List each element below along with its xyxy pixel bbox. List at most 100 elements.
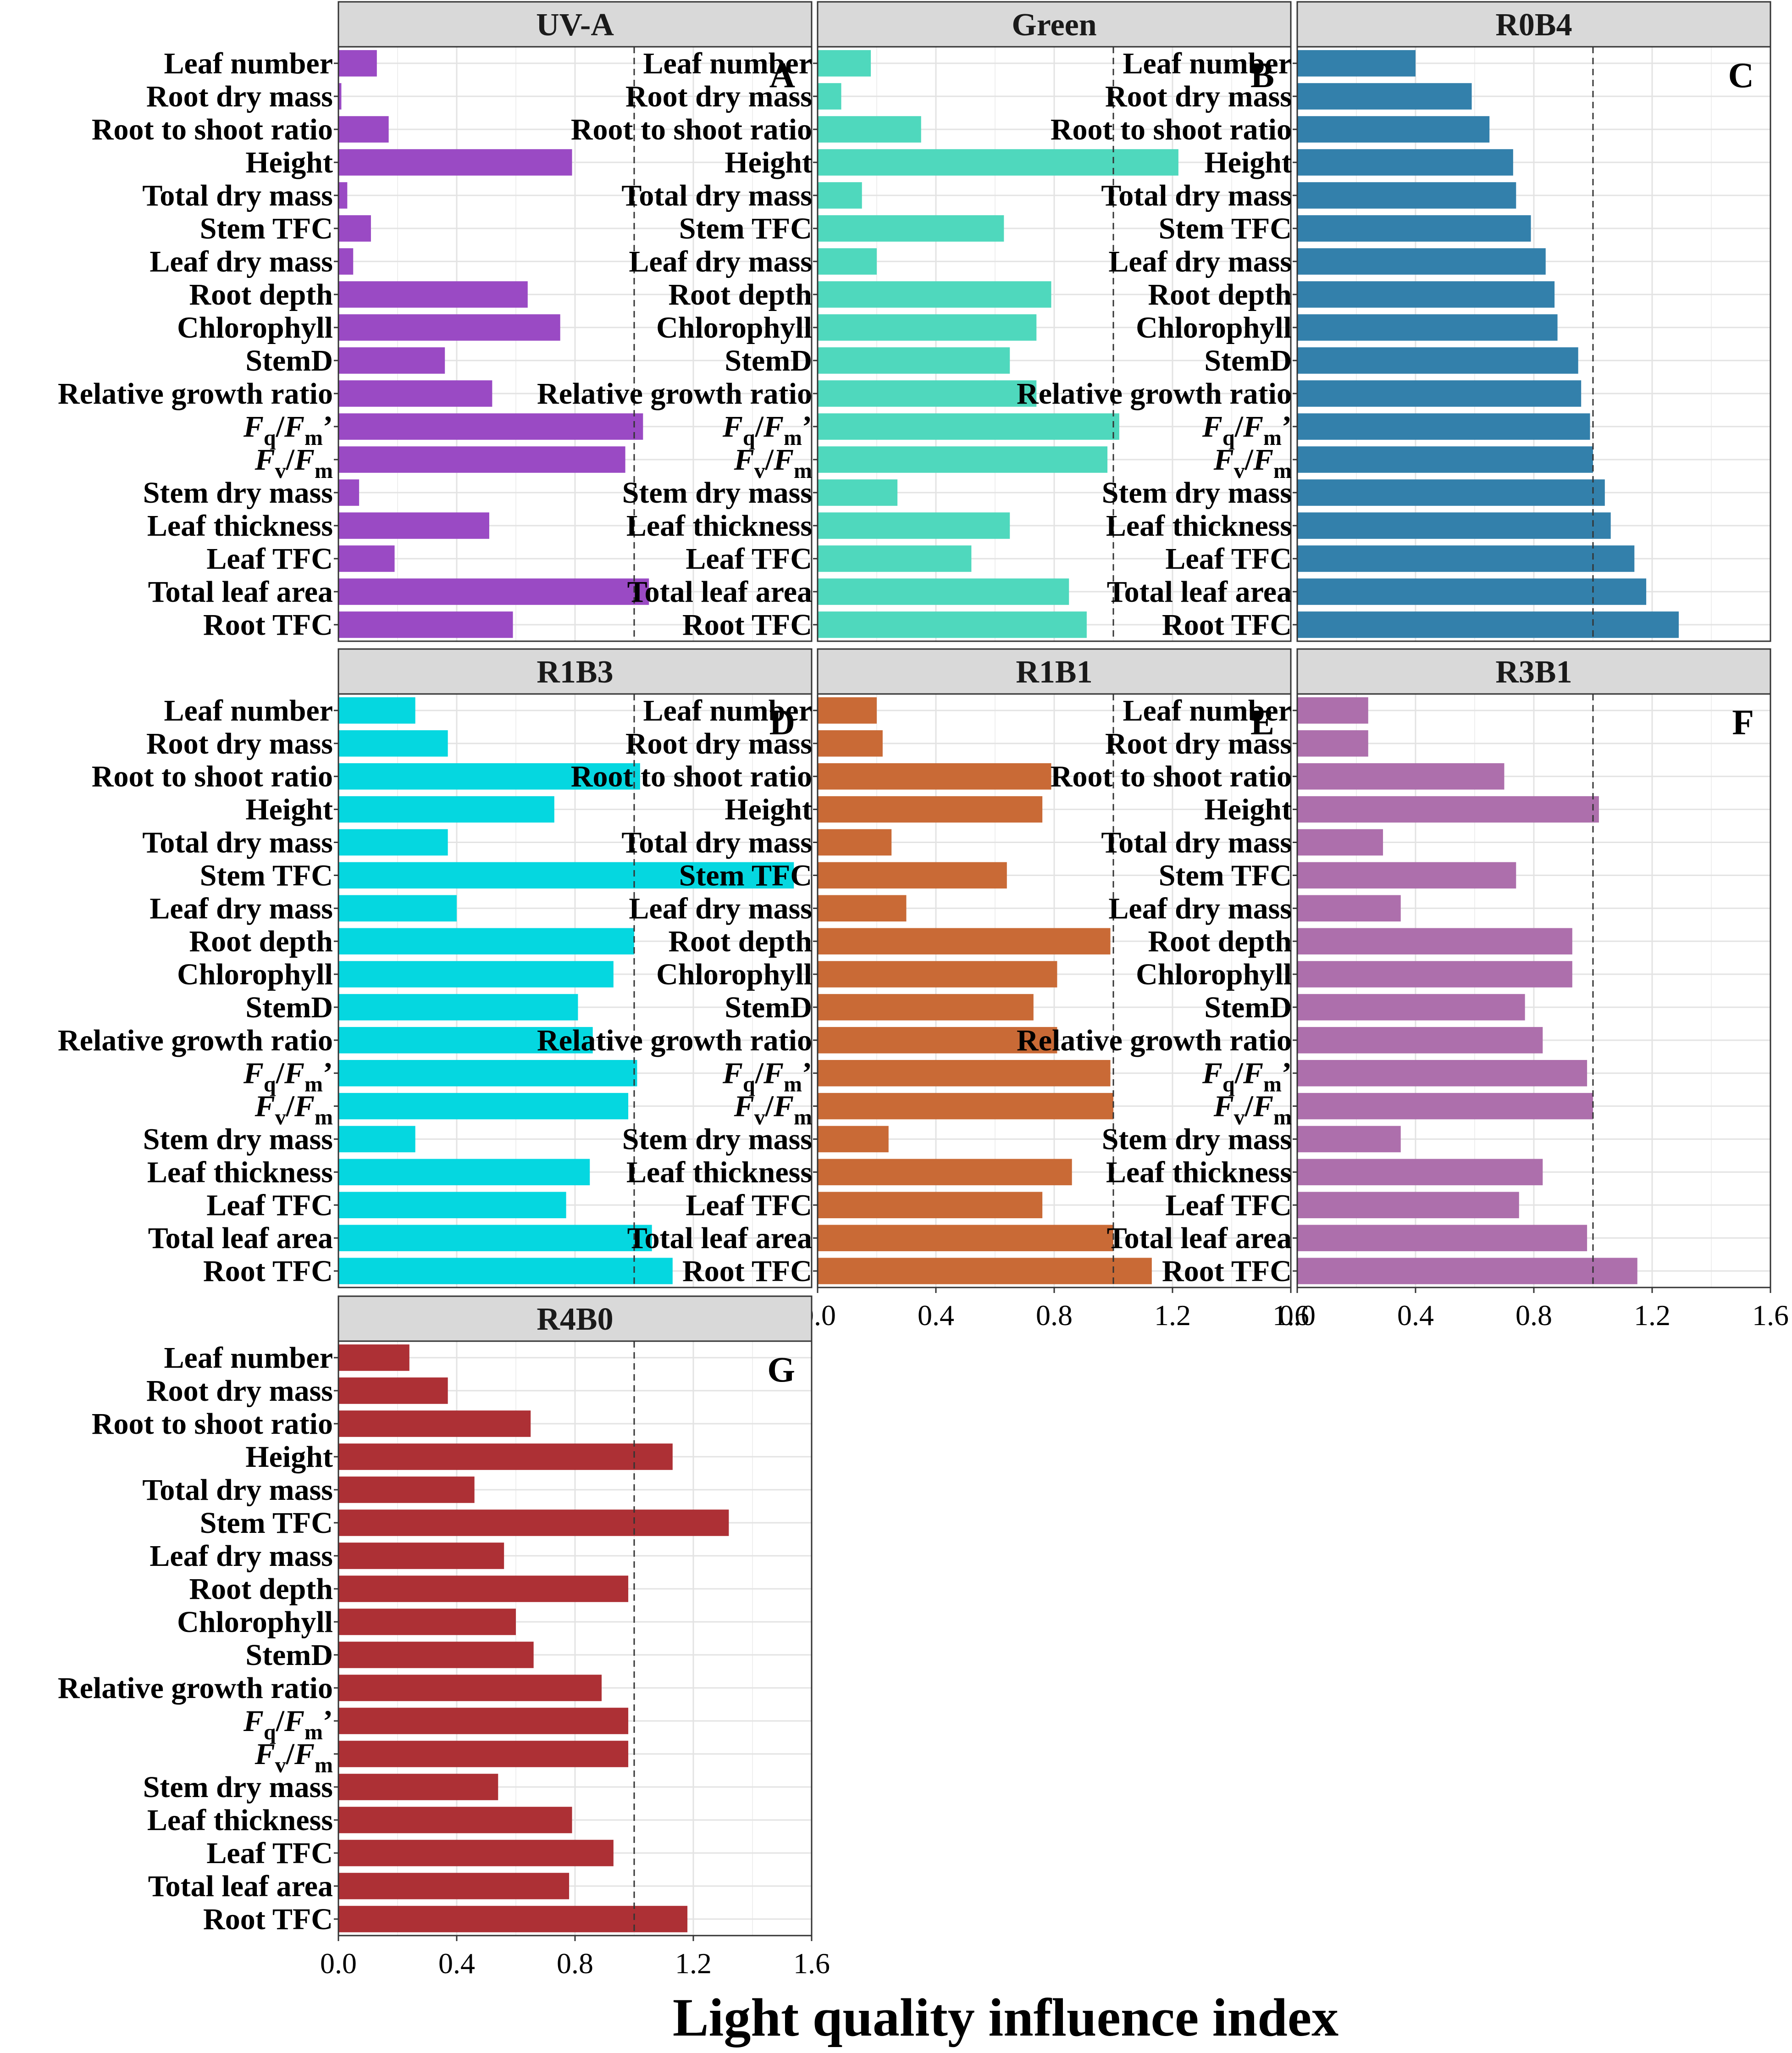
category-label: Height [1204,793,1292,827]
bar [338,380,492,407]
bar [338,1741,629,1767]
bar [338,895,457,922]
category-label: Fq/Fm’ [722,410,812,450]
category-label: Leaf dry mass [1108,892,1292,925]
bar [818,1093,1113,1120]
facet-strip [817,1,1292,48]
category-label: Leaf number [164,47,333,80]
x-tick-label: 0.4 [1397,1299,1434,1332]
category-label: Total leaf area [148,575,333,609]
category-label: Root TFC [1162,608,1292,642]
category-label: Stem dry mass [143,476,333,510]
category-label: Root TFC [203,1903,333,1936]
bar [338,1344,409,1371]
category-label: Leaf number [1123,694,1292,727]
bar [1297,829,1383,856]
category-label: Root TFC [682,608,812,642]
bar [338,1377,448,1404]
bar [818,862,1007,889]
category-label: Root to shoot ratio [1051,760,1292,793]
x-tick-label: 0.0 [320,1947,357,1980]
bar [818,763,1051,790]
category-label: Leaf number [643,47,812,80]
category-label: Stem TFC [200,1506,333,1540]
bar [338,961,614,988]
panel-tag: G [767,1349,795,1389]
category-label: Root TFC [203,1254,333,1288]
category-label: Root dry mass [146,80,333,113]
category-label: Stem dry mass [143,1770,333,1804]
category-label: Leaf number [164,1341,333,1375]
category-label: Relative growth ratio [1017,1024,1292,1057]
bar [338,545,395,572]
bar [338,611,513,638]
x-tick-label: 0.0 [1279,1299,1316,1332]
category-label: Total leaf area [1107,1221,1292,1255]
bar [818,1159,1072,1186]
bar [1297,248,1546,275]
category-label: Stem dry mass [622,1123,812,1156]
x-tick-label: 1.2 [1154,1299,1191,1332]
bar [338,215,371,242]
category-label: Root dry mass [625,727,812,760]
bar [338,512,489,539]
category-label: Leaf dry mass [629,245,812,278]
category-label: Leaf thickness [147,509,333,543]
category-label: Stem TFC [200,212,333,245]
facet-title: R1B3 [536,655,613,690]
category-label: Root dry mass [146,727,333,760]
bar [1297,895,1401,922]
bar [818,314,1037,341]
bar [1297,796,1599,823]
x-tick-label: 1.2 [1634,1299,1670,1332]
bar [1297,1159,1543,1186]
bar [1297,512,1611,539]
bar [818,347,1010,374]
bar [338,1609,516,1635]
bar [818,380,1037,407]
bar [1297,413,1590,440]
bar [1297,1093,1593,1120]
category-label: Leaf number [164,694,333,727]
category-label: Leaf number [643,694,812,727]
category-label: Root to shoot ratio [92,113,333,146]
bar [338,314,560,341]
bar [818,697,877,724]
category-label: Height [725,793,812,827]
bar [1297,50,1416,77]
bar [818,928,1111,954]
bar [1297,862,1516,889]
category-label: Stem TFC [200,859,333,892]
bar [818,829,892,856]
bar [1297,149,1513,176]
bar [818,796,1043,823]
category-label: Leaf thickness [626,509,812,543]
bar [818,730,883,757]
category-label: Fv/Fm [734,443,812,483]
bar [818,895,907,922]
category-label: Height [725,146,812,179]
category-label: Leaf dry mass [629,892,812,925]
bar [1297,1027,1543,1054]
category-label: Fv/Fm [1213,443,1292,483]
bar [338,994,578,1021]
category-label: Leaf thickness [147,1155,333,1189]
category-label: Root depth [668,278,812,311]
facet-title: Green [1012,7,1096,43]
category-label: Height [245,793,333,827]
category-label: Total leaf area [627,575,812,609]
bar [1297,697,1368,724]
bar [338,446,625,473]
category-label: Leaf TFC [206,1188,333,1222]
category-label: Leaf dry mass [149,1539,333,1573]
bar [1297,611,1679,638]
bar [338,928,634,954]
category-label: Chlorophyll [177,311,333,344]
bar [338,1840,614,1866]
category-label: Leaf thickness [1106,1155,1292,1189]
category-label: Relative growth ratio [1017,377,1292,411]
